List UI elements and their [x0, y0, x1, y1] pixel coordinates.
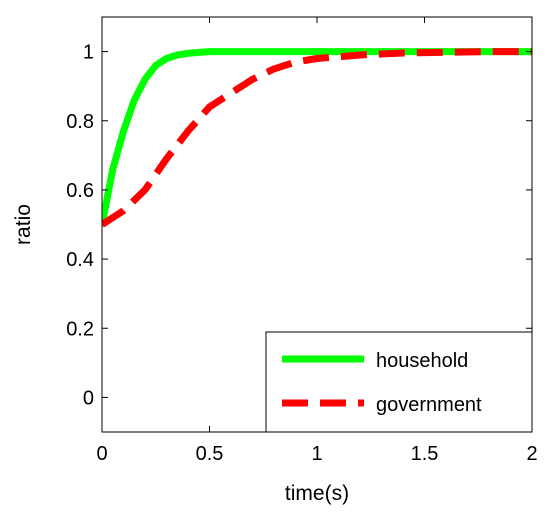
x-axis-label: time(s) [285, 482, 349, 505]
y-tick-label: 0.4 [66, 249, 94, 271]
y-axis-label: ratio [12, 204, 35, 245]
legend-label-government: government [376, 394, 482, 416]
x-tick-label: 0.5 [196, 443, 224, 465]
series-line-household [102, 48, 532, 226]
x-tick-label: 2 [526, 443, 537, 465]
y-tick-label: 0.8 [66, 111, 94, 133]
x-tick-label: 1 [311, 443, 322, 465]
x-tick-label: 0 [96, 443, 107, 465]
y-tick-label: 0 [83, 387, 94, 409]
legend: household government [265, 331, 533, 433]
x-tick-label: 1.5 [411, 443, 439, 465]
y-tick-label: 0.6 [66, 180, 94, 202]
y-tick-label: 1 [83, 42, 94, 64]
series-line-government [102, 48, 532, 228]
legend-label-household: household [376, 350, 468, 372]
legend-box [265, 331, 533, 433]
y-tick-label: 0.2 [66, 318, 94, 340]
